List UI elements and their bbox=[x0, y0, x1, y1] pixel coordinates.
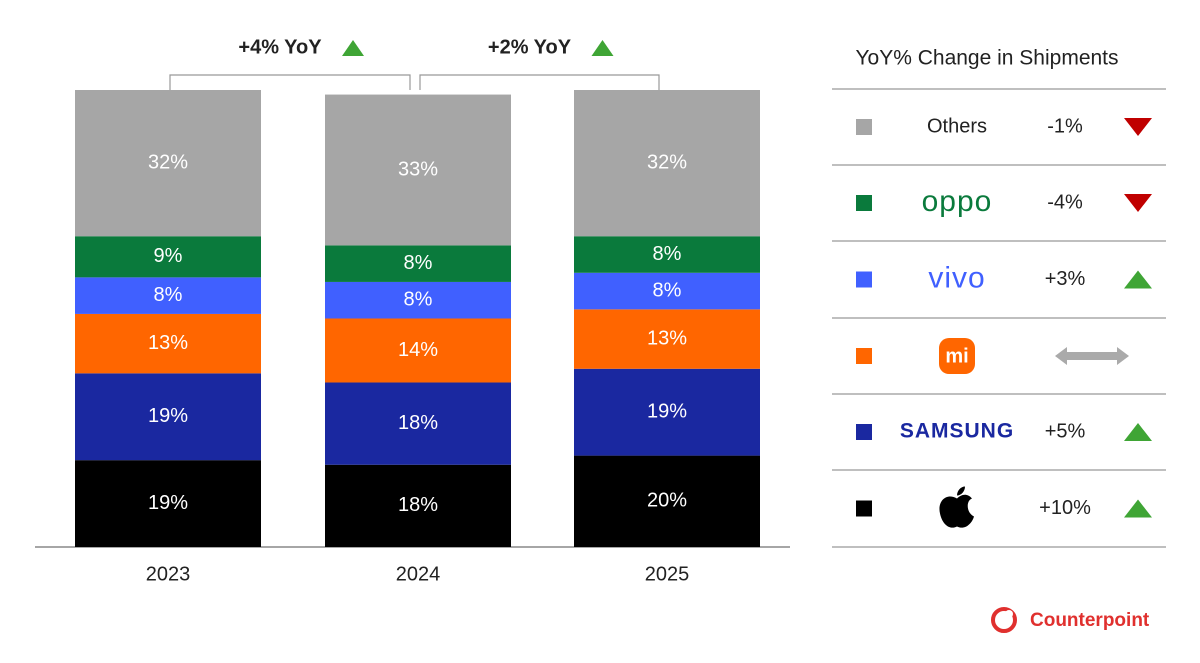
data-label: 9% bbox=[154, 245, 183, 267]
bar-segment bbox=[574, 368, 760, 456]
legend-swatch bbox=[856, 271, 872, 288]
data-label: 32% bbox=[647, 151, 687, 173]
legend-swatch bbox=[856, 500, 872, 517]
legend-swatch bbox=[856, 424, 872, 440]
bar-segment bbox=[325, 281, 511, 319]
data-label: 33% bbox=[398, 158, 438, 180]
legend-label: mi bbox=[945, 345, 968, 367]
x-tick-label: 2024 bbox=[396, 563, 441, 585]
bar-segment bbox=[75, 90, 261, 237]
bar-segment bbox=[75, 236, 261, 278]
logo-icon bbox=[991, 607, 1017, 633]
yoy-change: +5% bbox=[1045, 420, 1086, 442]
legend-swatch bbox=[856, 195, 872, 211]
up-triangle bbox=[1124, 499, 1152, 518]
data-label: 8% bbox=[653, 243, 682, 265]
flat-arrow bbox=[1055, 347, 1129, 365]
logo-icon bbox=[1005, 610, 1013, 618]
annotation: +4% YoY bbox=[238, 36, 322, 58]
data-label: 13% bbox=[647, 327, 687, 349]
up-triangle bbox=[1124, 270, 1152, 289]
data-label: 8% bbox=[404, 252, 433, 274]
legend-label: oppo bbox=[922, 185, 993, 218]
bar-segment bbox=[574, 90, 760, 237]
source-logo: Counterpoint bbox=[991, 607, 1150, 633]
data-label: 19% bbox=[148, 492, 188, 514]
legend-swatch bbox=[856, 119, 872, 135]
bar-segment bbox=[574, 309, 760, 369]
data-label: 19% bbox=[148, 405, 188, 427]
x-tick-label: 2023 bbox=[146, 563, 191, 585]
yoy-change: +10% bbox=[1039, 497, 1091, 519]
bracket bbox=[419, 74, 660, 90]
yoy-change: +3% bbox=[1045, 268, 1086, 290]
bar-segment bbox=[75, 460, 261, 547]
bar-segment bbox=[325, 94, 511, 246]
down-triangle bbox=[1124, 118, 1152, 136]
up-triangle bbox=[342, 40, 364, 56]
bar-segment bbox=[574, 236, 760, 273]
bar-segment bbox=[75, 373, 261, 461]
data-label: 8% bbox=[653, 279, 682, 301]
up-triangle bbox=[591, 40, 614, 56]
bar-segment bbox=[574, 455, 760, 547]
apple-logo bbox=[939, 486, 974, 528]
data-label: 32% bbox=[148, 151, 188, 173]
up-triangle bbox=[1124, 423, 1152, 441]
down-triangle bbox=[1124, 194, 1152, 212]
data-label: 8% bbox=[404, 289, 433, 311]
bar-segment bbox=[325, 464, 511, 547]
yoy-change: -1% bbox=[1047, 115, 1083, 137]
legend-title: YoY% Change in Shipments bbox=[855, 47, 1118, 70]
legend-label: vivo bbox=[928, 261, 985, 294]
data-label: 18% bbox=[398, 412, 438, 434]
data-label: 18% bbox=[398, 494, 438, 516]
bar-segment bbox=[325, 382, 511, 465]
data-label: 13% bbox=[148, 332, 188, 354]
yoy-change: -4% bbox=[1047, 191, 1083, 213]
annotation: +2% YoY bbox=[488, 36, 572, 58]
data-label: 19% bbox=[647, 400, 687, 422]
legend-label: SAMSUNG bbox=[900, 420, 1014, 443]
bar-segment bbox=[574, 272, 760, 310]
x-tick-label: 2025 bbox=[645, 563, 690, 585]
data-label: 20% bbox=[647, 490, 687, 512]
data-label: 8% bbox=[154, 284, 183, 306]
legend-swatch bbox=[856, 348, 872, 364]
bar-segment bbox=[325, 245, 511, 282]
bar-segment bbox=[75, 313, 261, 374]
data-label: 14% bbox=[398, 339, 438, 361]
source: Counterpoint bbox=[1030, 610, 1150, 631]
legend-label: Others bbox=[927, 115, 987, 137]
mi-logo bbox=[939, 338, 975, 374]
bracket bbox=[169, 74, 411, 90]
bar-segment bbox=[325, 318, 511, 383]
bar-segment bbox=[75, 277, 261, 314]
